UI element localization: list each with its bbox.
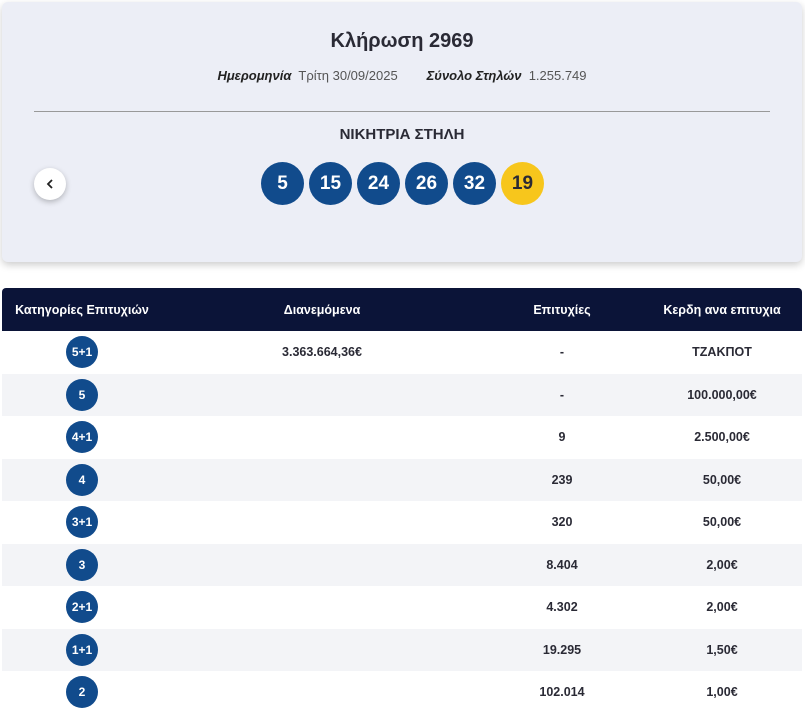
category-badge: 4+1 [66, 421, 98, 453]
winners-cell: 4.302 [546, 600, 578, 614]
winning-label: ΝΙΚΗΤΡΙΑ ΣΤΗΛΗ [339, 126, 465, 143]
table-row: 5+1 3.363.664,36€ - ΤΖΑΚΠΟΤ [2, 331, 802, 374]
number-ball: 32 [453, 162, 496, 205]
table-row: 2+1 4.302 2,00€ [2, 586, 802, 629]
number-ball: 15 [309, 162, 352, 205]
prize-cell: 2,00€ [706, 557, 738, 572]
prize-cell: ΤΖΑΚΠΟΤ [692, 345, 752, 359]
winners-cell: 320 [551, 515, 573, 529]
category-badge: 1+1 [66, 633, 98, 666]
draw-title: Κλήρωση 2969 [330, 30, 474, 52]
category-badge: 4 [66, 463, 98, 496]
category-badge: 5 [66, 378, 98, 411]
number-ball: 24 [357, 162, 400, 205]
winners-cell: 9 [558, 430, 566, 444]
winners-cell: - [559, 387, 565, 402]
total-value: 1.255.749 [528, 68, 587, 83]
category-badge: 3 [66, 548, 98, 581]
table-row: 3 8.404 2,00€ [2, 543, 802, 586]
table-header: Κατηγορίες Επιτυχιών Διανεμόμενα Επιτυχίες… [2, 288, 802, 331]
category-badge: 5+1 [66, 336, 98, 368]
table-row: 1+1 19.295 1,50€ [2, 628, 802, 671]
back-button[interactable] [34, 168, 66, 200]
prize-cell: 1,00€ [706, 685, 738, 699]
winners-cell: 8.404 [546, 557, 578, 572]
column-header: Κερδη ανα επιτυχια [663, 303, 781, 317]
divider [34, 111, 770, 112]
table-row: 4+1 9 2.500,00€ [2, 416, 802, 459]
chevron-icon [46, 179, 53, 189]
draw-card: Κλήρωση 2969 Ημερομηνία Τρίτη 30/09/2025… [2, 2, 802, 262]
prize-cell: 2,00€ [706, 600, 738, 614]
prize-cell: 100.000,00€ [687, 387, 757, 402]
distributed-cell: 3.363.664,36€ [282, 345, 362, 359]
winners-cell: 19.295 [542, 642, 582, 657]
prize-cell: 50,00€ [702, 472, 742, 487]
category-badge: 2+1 [66, 591, 98, 623]
table-row: 4 239 50,00€ [2, 458, 802, 501]
table-row: 2 102.014 1,00€ [2, 671, 802, 714]
winners-cell: 239 [551, 472, 573, 487]
total-label: Σύνολο Στηλών [426, 68, 522, 83]
column-header: Επιτυχίες [533, 303, 591, 317]
column-header: Διανεμόμενα [283, 303, 361, 317]
table-row: 5 - 100.000,00€ [2, 373, 802, 416]
winners-cell: 102.014 [539, 685, 585, 699]
draw-meta: Ημερομηνία Τρίτη 30/09/2025 Σύνολο Στηλώ… [2, 68, 802, 83]
date-value: Τρίτη 30/09/2025 [298, 68, 398, 83]
prize-cell: 50,00€ [702, 515, 742, 529]
column-header: Κατηγορίες Επιτυχιών [15, 303, 149, 317]
category-badge: 3+1 [66, 506, 98, 538]
winners-cell: - [559, 345, 565, 359]
number-ball: 5 [261, 162, 304, 205]
date-label: Ημερομηνία [217, 68, 292, 83]
number-ball: 26 [405, 162, 448, 205]
category-badge: 2 [66, 676, 98, 708]
bonus-ball: 19 [501, 162, 544, 205]
prize-cell: 1,50€ [706, 642, 738, 657]
prize-cell: 2.500,00€ [694, 430, 750, 444]
table-row: 3+1 320 50,00€ [2, 501, 802, 544]
